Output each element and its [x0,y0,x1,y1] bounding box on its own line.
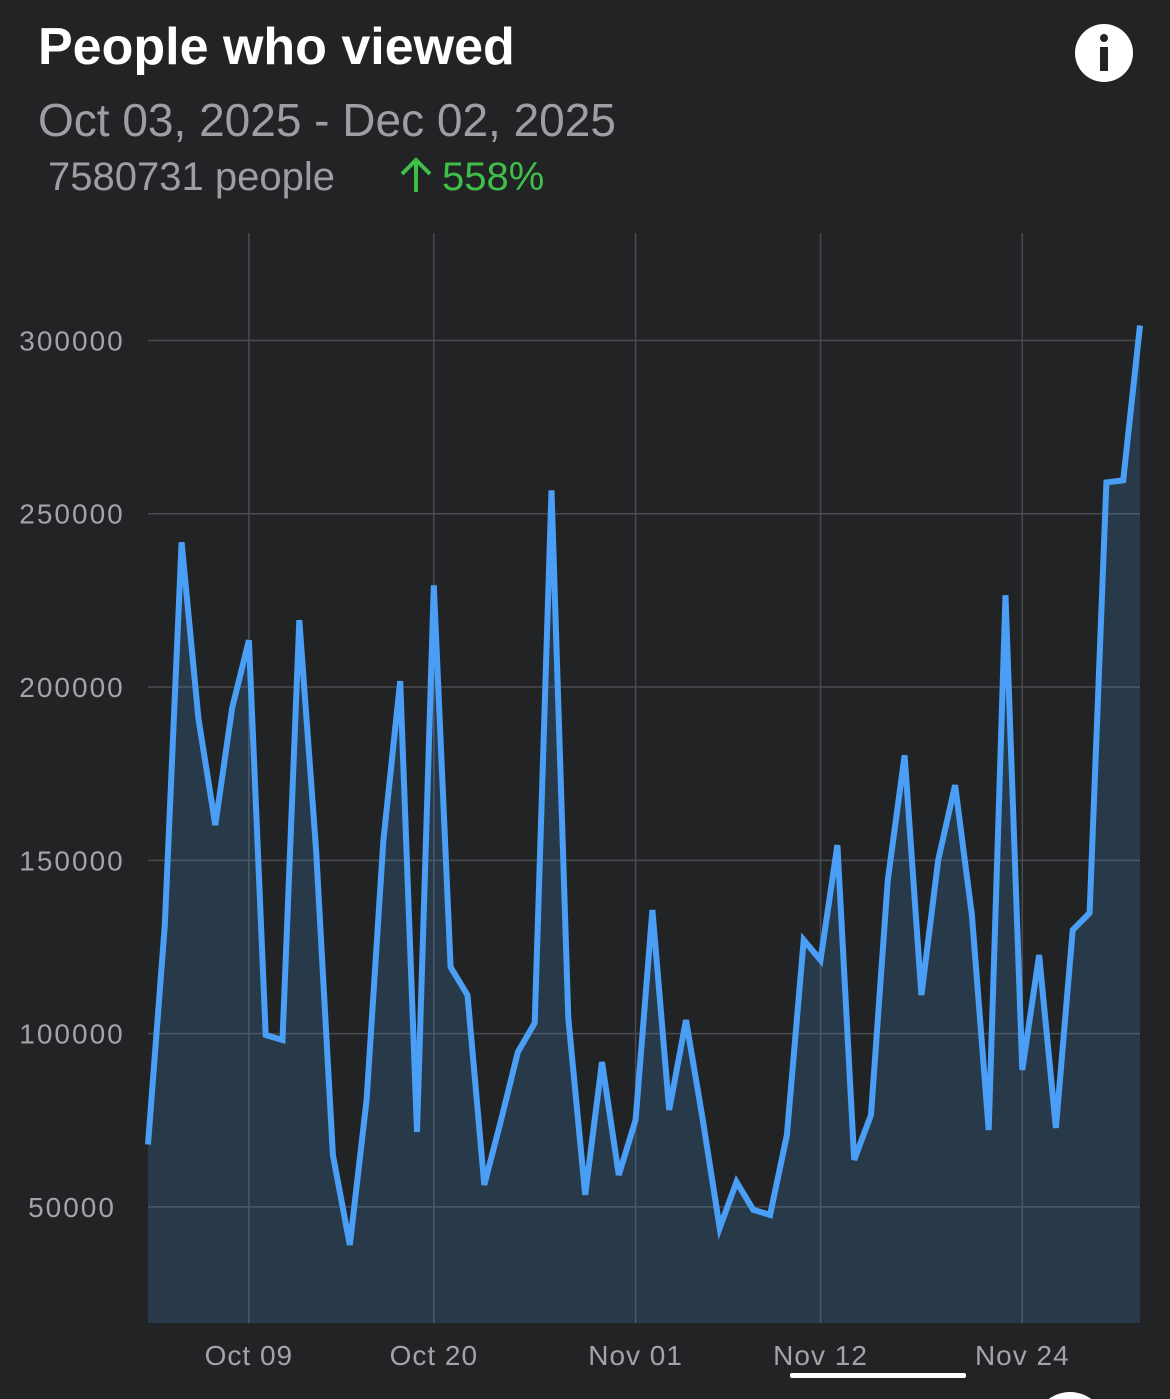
chart-title: People who viewed [38,18,515,76]
summary: 7580731 people [48,155,335,199]
y-tick-label: 150000 [19,845,124,876]
info-stem [1100,47,1108,71]
info-dot [1100,34,1108,42]
info-button[interactable] [1075,24,1133,82]
x-tick-label: Oct 09 [205,1340,293,1371]
chart-subtitle: Oct 03, 2025 - Dec 02, 2025 [38,94,616,146]
area [148,325,1140,1323]
arrow-head [400,157,432,176]
change: 558% [442,155,544,199]
x-tick-label: Nov 12 [773,1340,868,1371]
y-tick-label: 300000 [19,325,124,356]
selection-bar [790,1373,966,1378]
corner-button[interactable] [1034,1392,1106,1399]
x-tick-label: Nov 01 [588,1340,683,1371]
y-tick-label: 100000 [19,1019,124,1050]
y-tick-label: 250000 [19,499,124,530]
x-tick-label: Nov 24 [975,1340,1070,1371]
y-tick-label: 200000 [19,672,124,703]
line [145,325,1143,1246]
y-tick-label: 50000 [28,1192,116,1223]
up-arrow [400,157,432,192]
x-tick-label: Oct 20 [390,1340,478,1371]
